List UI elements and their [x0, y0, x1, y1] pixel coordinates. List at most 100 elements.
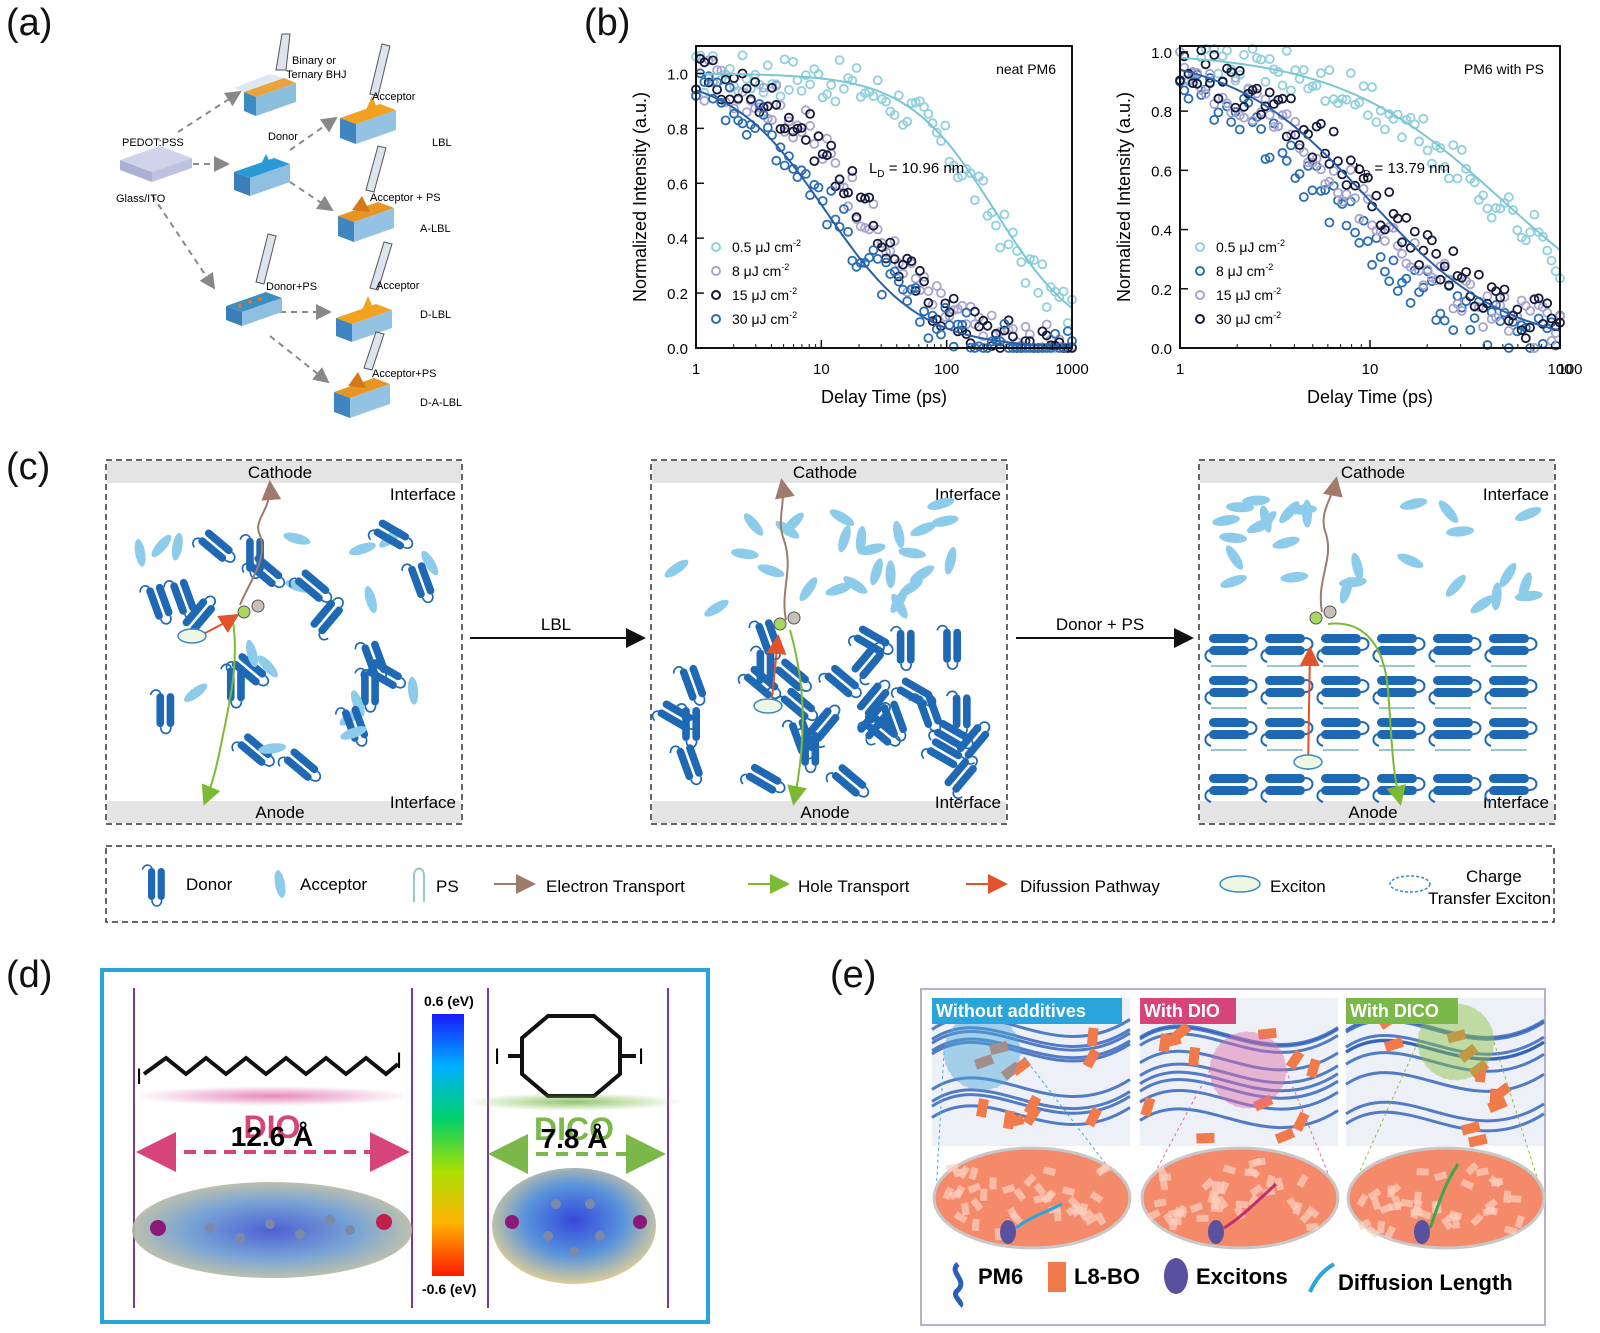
- anode-strip: [652, 801, 1006, 823]
- binary-label: Binary or: [292, 55, 336, 67]
- data-point: [1482, 203, 1493, 214]
- pm6-chain: [931, 1040, 1131, 1063]
- data-point: [889, 266, 900, 277]
- donor-molecule: [192, 529, 236, 563]
- data-point: [834, 55, 845, 66]
- cathode-label: Cathode: [793, 463, 857, 482]
- data-point: [805, 120, 816, 131]
- data-point: [1226, 117, 1237, 127]
- data-point: [817, 149, 828, 159]
- data-point: [936, 288, 946, 299]
- data-point: [1333, 156, 1343, 167]
- data-point: [1529, 294, 1540, 305]
- hole-charge: [773, 617, 787, 631]
- crystal-texture: [1377, 1220, 1385, 1234]
- data-point: [872, 75, 883, 86]
- arrow-donor-ps-label: Donor + PS: [1056, 615, 1144, 634]
- data-point: [868, 91, 879, 102]
- acceptor-molecule: [825, 582, 853, 596]
- data-point: [1397, 237, 1407, 248]
- scale-bottom-label: -0.6 (eV): [422, 1281, 476, 1297]
- acceptor-molecule: [891, 593, 908, 619]
- data-point: [1062, 326, 1073, 337]
- acceptor-molecule: [870, 558, 883, 586]
- acceptor-molecule: [134, 538, 146, 567]
- acceptor-molecule: [664, 559, 689, 578]
- data-point: [1379, 236, 1390, 246]
- legend-marker: [711, 242, 721, 252]
- donor-molecule: [1260, 676, 1314, 705]
- pm6-chain: [1139, 1024, 1339, 1046]
- crystal-texture: [1416, 1168, 1429, 1176]
- data-point: [1508, 205, 1518, 215]
- data-point: [1213, 93, 1224, 104]
- data-point: [1482, 298, 1493, 309]
- data-point: [1286, 140, 1296, 151]
- data-point: [952, 319, 963, 330]
- donor-molecule: [1316, 634, 1370, 663]
- pm6-chain: [931, 1030, 1131, 1052]
- diffusion-length-path: [1223, 1182, 1278, 1230]
- diffusion-length-annotation: LD = 13.79 nm: [1355, 160, 1450, 180]
- crystal-texture: [942, 1186, 954, 1201]
- acceptor-molecule: [274, 870, 286, 898]
- data-point: [1324, 217, 1335, 228]
- data-point: [729, 108, 739, 119]
- data-point: [1003, 239, 1014, 250]
- data-point: [1187, 78, 1198, 89]
- fit-line: [1179, 68, 1561, 332]
- donor-molecule: [163, 578, 197, 620]
- crystal-texture: [1244, 1168, 1257, 1177]
- scenario-header-bg: [932, 998, 1122, 1024]
- data-point: [741, 129, 752, 140]
- series-3: [1175, 45, 1565, 344]
- data-point: [1341, 180, 1352, 190]
- crystal-texture: [1007, 1206, 1020, 1221]
- crystal-texture: [1475, 1167, 1489, 1177]
- panel-label-e: (e): [830, 954, 877, 996]
- data-point: [1311, 80, 1322, 91]
- crystal-texture: [1095, 1163, 1109, 1177]
- molecules: [651, 497, 991, 799]
- legend-hole: Hole Transport: [798, 877, 910, 896]
- acceptor-molecule: [858, 543, 886, 556]
- donor-molecule: [1428, 718, 1482, 747]
- data-point: [1452, 173, 1463, 184]
- l8bo-crystal: [1285, 1049, 1305, 1071]
- crystal-texture: [1201, 1177, 1215, 1191]
- crystal-texture: [1215, 1195, 1229, 1210]
- arrow-lbl-label: LBL: [541, 615, 571, 634]
- y-tick-label: 0.6: [1151, 163, 1172, 180]
- acceptor-molecule: [944, 547, 957, 575]
- dico-iodine-right: I: [638, 1044, 644, 1069]
- acceptor-molecule: [799, 577, 818, 602]
- data-point: [1448, 325, 1459, 336]
- data-point: [805, 79, 816, 90]
- data-point: [1478, 322, 1489, 332]
- acceptor-molecule: [1339, 576, 1353, 604]
- data-point: [961, 307, 972, 318]
- data-point: [1375, 252, 1386, 262]
- crystal-texture: [1413, 1191, 1422, 1205]
- data-point: [1405, 112, 1416, 123]
- legend-marker: [1195, 314, 1205, 324]
- crystal-texture: [1305, 1205, 1320, 1219]
- data-point: [758, 110, 769, 120]
- acceptor-molecule: [1397, 553, 1424, 568]
- donor-molecule: [825, 764, 870, 798]
- data-point: [762, 60, 773, 71]
- data-point: [1320, 148, 1331, 159]
- data-point: [948, 293, 959, 304]
- anode-label: Anode: [255, 803, 304, 822]
- crystal-texture: [1488, 1175, 1503, 1188]
- panel-e-legend: PM6 L8-BO Excitons Diffusion Length: [952, 1258, 1513, 1308]
- y-tick-label: 0.4: [667, 231, 688, 248]
- data-point: [800, 135, 811, 145]
- data-point: [1486, 212, 1497, 223]
- data-point: [1307, 185, 1318, 196]
- exciton-icon: [1000, 1220, 1016, 1244]
- data-point: [1020, 278, 1031, 288]
- acceptor-molecule: [1446, 526, 1475, 537]
- data-point: [940, 298, 951, 309]
- data-point: [923, 297, 934, 308]
